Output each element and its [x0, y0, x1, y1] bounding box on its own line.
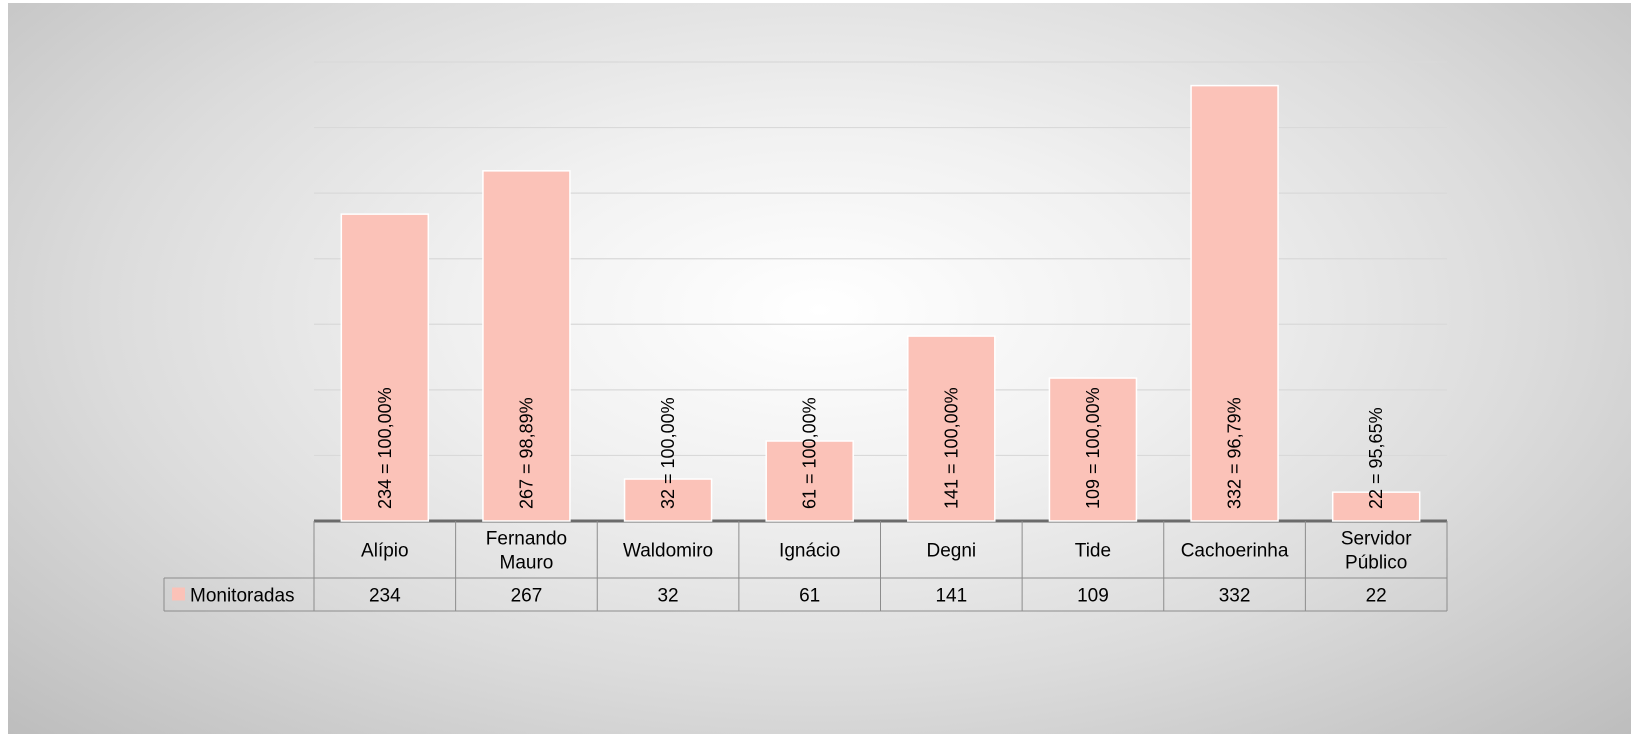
bar-data-label: 32 = 100,00%: [658, 397, 678, 509]
bar-data-label: 234 = 100,00%: [375, 387, 395, 509]
data-table: Alípio 234 Fernando Mauro 267 Waldomiro 32 Igná…: [163, 521, 1448, 612]
category-label: Tide: [1075, 541, 1111, 562]
bar: [1190, 84, 1279, 522]
table-value: 61: [799, 586, 820, 607]
series-name: Monitoradas: [190, 586, 295, 607]
category-label: Degni: [926, 541, 976, 562]
category-label: Alípio: [361, 541, 409, 562]
bar: [1331, 491, 1421, 522]
bar: [907, 335, 996, 522]
chart-area: 234 = 100,00% 267 = 98,89% 32 = 100,00% 61 …: [8, 3, 1631, 734]
bar-data-label: 61 = 100,00%: [800, 397, 820, 509]
bar: [340, 213, 430, 522]
category-label: Ignácio: [779, 541, 840, 562]
table-value: 141: [935, 586, 967, 607]
table-value: 234: [369, 586, 401, 607]
bar-data-label: 141 = 100,00%: [941, 387, 961, 509]
table-value: 332: [1219, 586, 1251, 607]
category-label: Waldomiro: [623, 541, 713, 562]
table-value: 109: [1077, 586, 1109, 607]
table-value: 267: [511, 586, 543, 607]
bar-data-label: 267 = 98,89%: [516, 397, 536, 509]
table-value: 32: [657, 586, 678, 607]
data-labels: 234 = 100,00% 267 = 98,89% 32 = 100,00% 61 …: [375, 387, 1386, 509]
table-value: 22: [1366, 586, 1387, 607]
bar-data-label: 332 = 96,79%: [1225, 397, 1245, 509]
legend-key: [172, 587, 185, 601]
category-label: Cachoerinha: [1181, 541, 1289, 562]
bar-chart: 234 = 100,00% 267 = 98,89% 32 = 100,00% 61 …: [163, 61, 1448, 612]
bar-data-label: 109 = 100,00%: [1083, 387, 1103, 509]
bar: [765, 440, 854, 522]
bar: [482, 170, 571, 522]
bar-data-label: 22 = 95,65%: [1366, 407, 1386, 509]
category-label: Fernando Mauro: [486, 529, 567, 574]
category-label: Servidor Público: [1341, 529, 1412, 574]
bars: [340, 84, 1421, 522]
bar: [1048, 377, 1138, 522]
bar: [623, 478, 713, 522]
